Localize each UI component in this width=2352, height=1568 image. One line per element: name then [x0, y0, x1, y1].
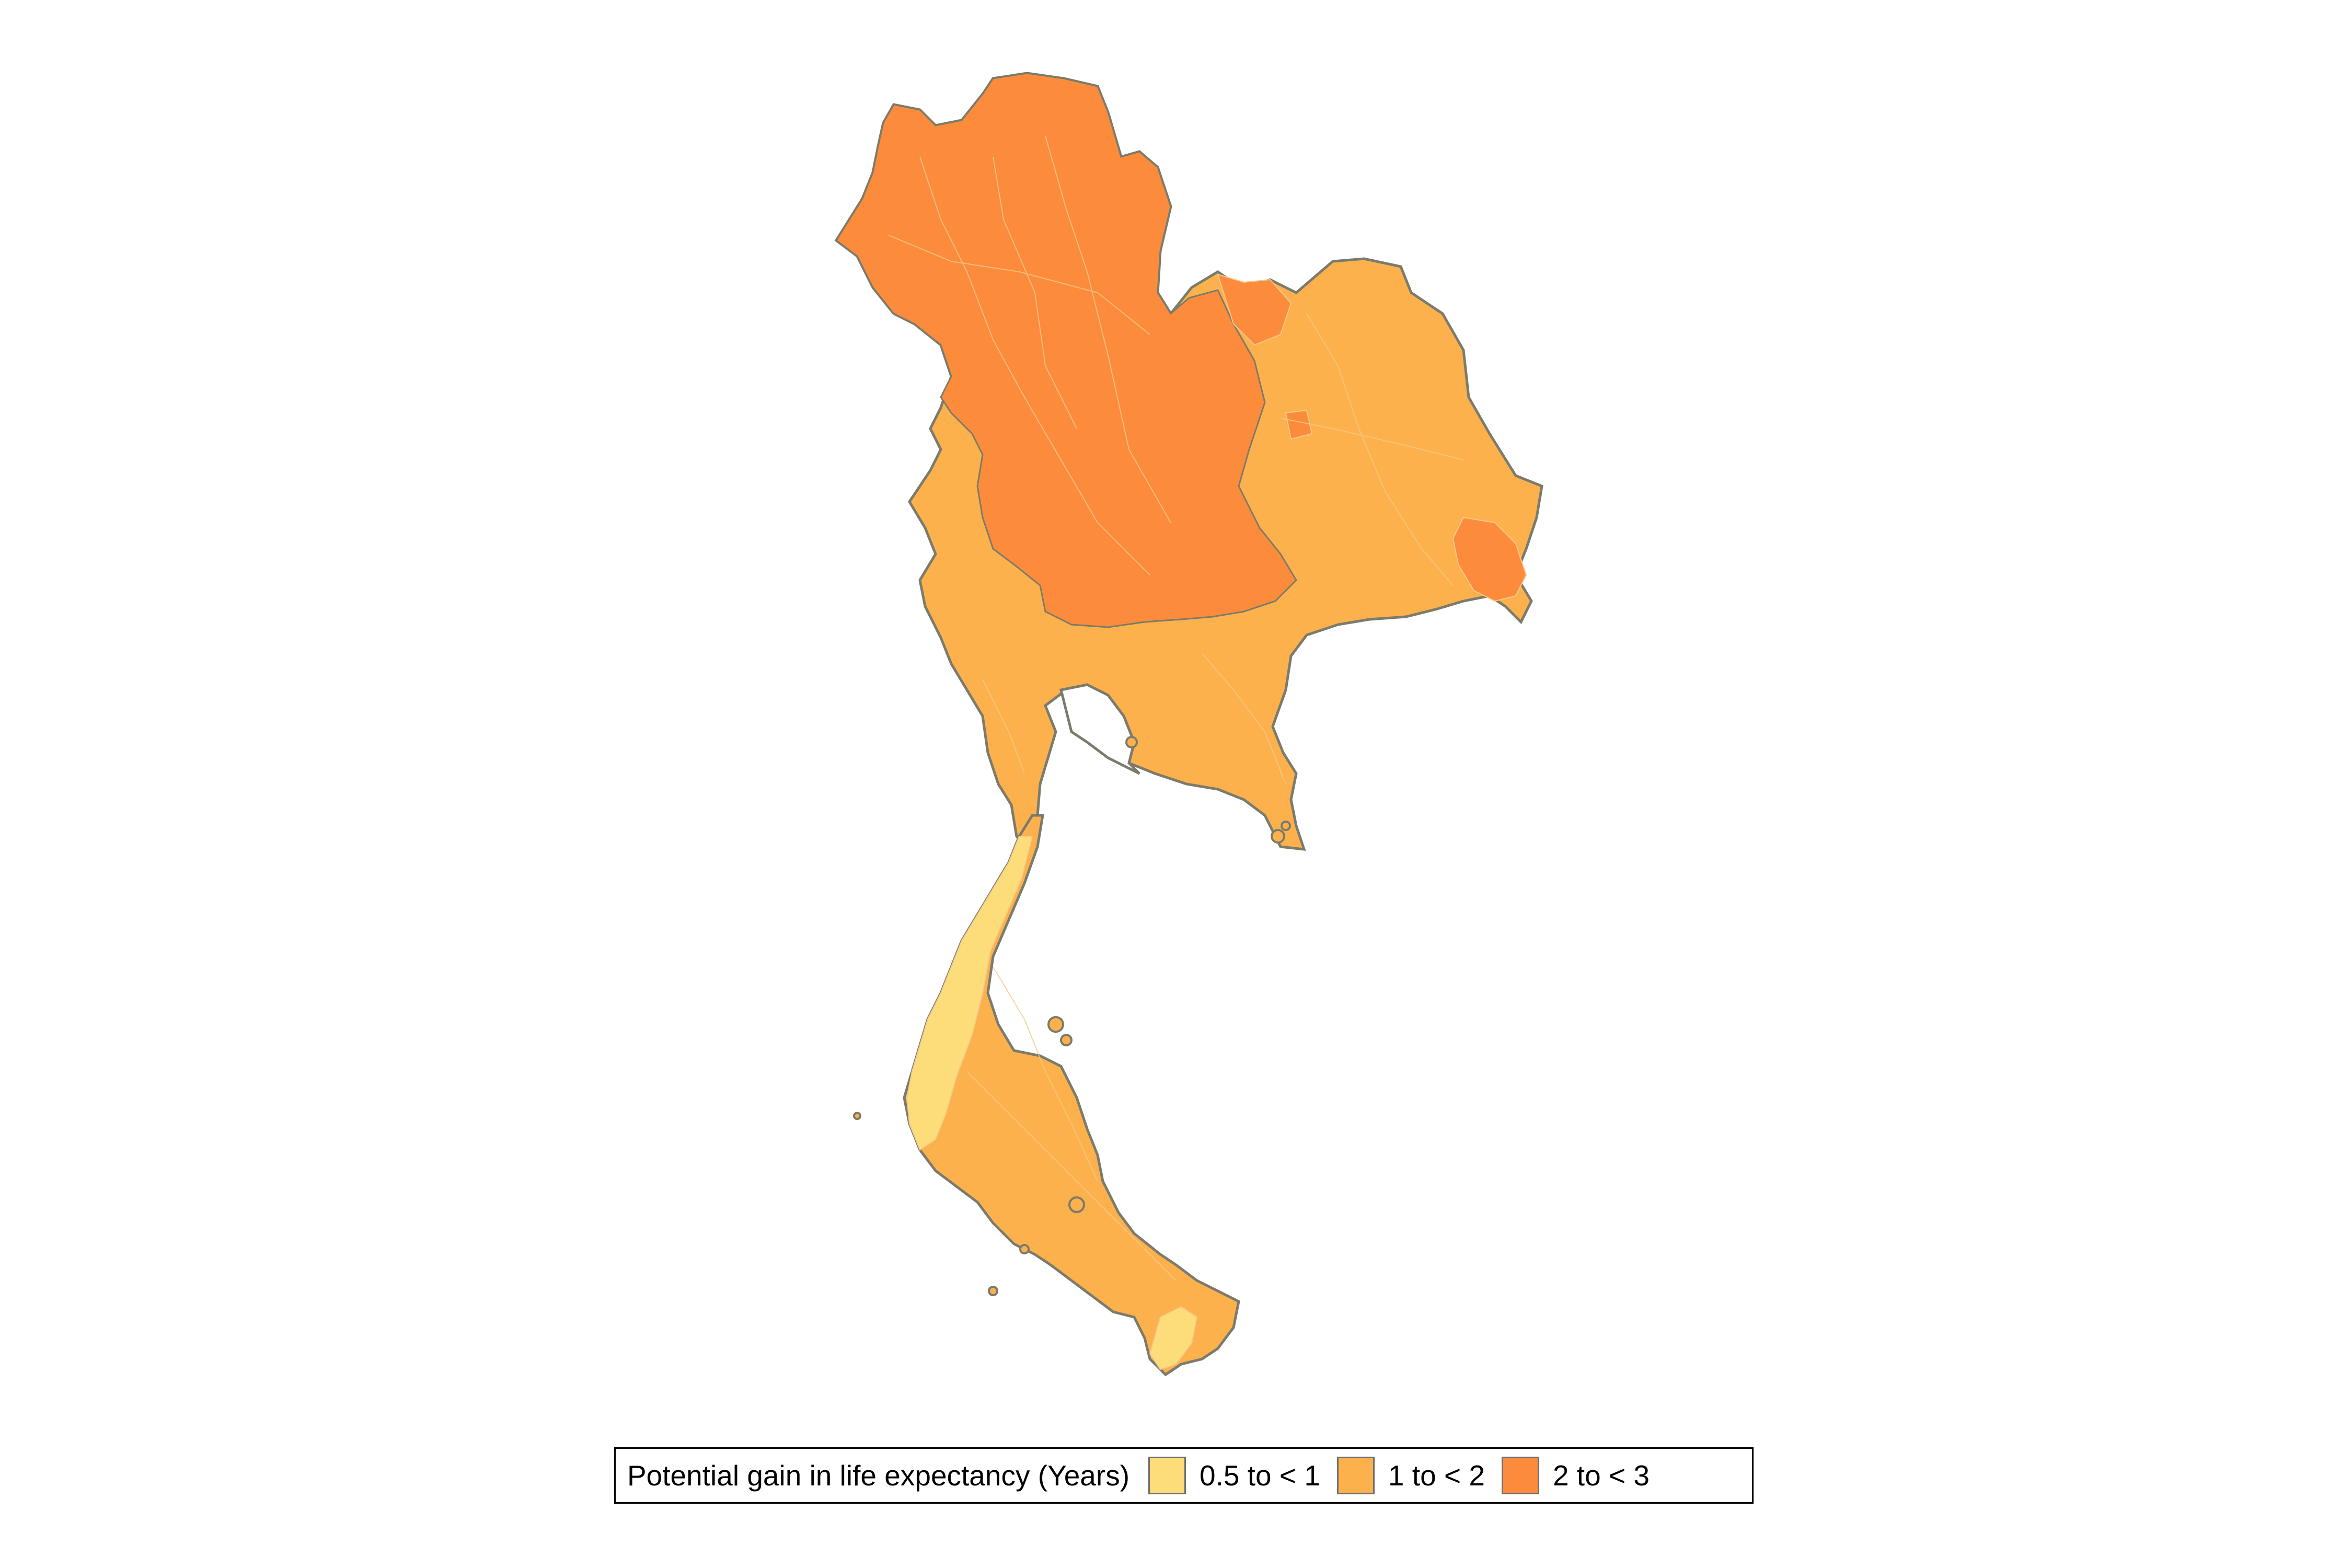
island: [1019, 1244, 1030, 1254]
region-south-low-east: [1149, 1306, 1198, 1370]
region-east-high: [1452, 516, 1527, 602]
southern-regions: [903, 814, 1240, 1377]
legend-item-high: 2 to < 3: [1501, 1457, 1650, 1494]
legend-label-high: 2 to < 3: [1552, 1459, 1650, 1492]
island: [1068, 1196, 1085, 1213]
region-south-low-west: [906, 836, 1033, 1151]
island: [1047, 1016, 1064, 1033]
gulf-notch: [1059, 683, 1140, 775]
island: [1060, 1034, 1073, 1046]
region-south-base: [903, 814, 1240, 1377]
island: [853, 1112, 861, 1120]
legend-swatch-low: [1148, 1457, 1186, 1494]
island: [1125, 736, 1138, 748]
legend-swatch-mid: [1336, 1457, 1375, 1494]
legend-label-low: 0.5 to < 1: [1200, 1459, 1320, 1492]
region-small-high: [1285, 409, 1313, 440]
district-lines: [888, 135, 1464, 1281]
legend-title: Potential gain in life expectancy (Years…: [627, 1459, 1130, 1492]
legend-item-mid: 1 to < 2: [1336, 1457, 1485, 1494]
legend-label-mid: 1 to < 2: [1388, 1459, 1485, 1492]
map-legend: Potential gain in life expectancy (Years…: [614, 1447, 1754, 1504]
region-north-high: [835, 72, 1297, 628]
island: [988, 1286, 998, 1296]
islands: [853, 736, 1291, 1296]
island: [1281, 821, 1291, 831]
legend-item-low: 0.5 to < 1: [1148, 1457, 1320, 1494]
island: [1271, 829, 1285, 844]
legend-swatch-high: [1501, 1457, 1539, 1494]
region-northeast-high-top: [1217, 273, 1292, 346]
mainland-regions: [834, 72, 1543, 861]
